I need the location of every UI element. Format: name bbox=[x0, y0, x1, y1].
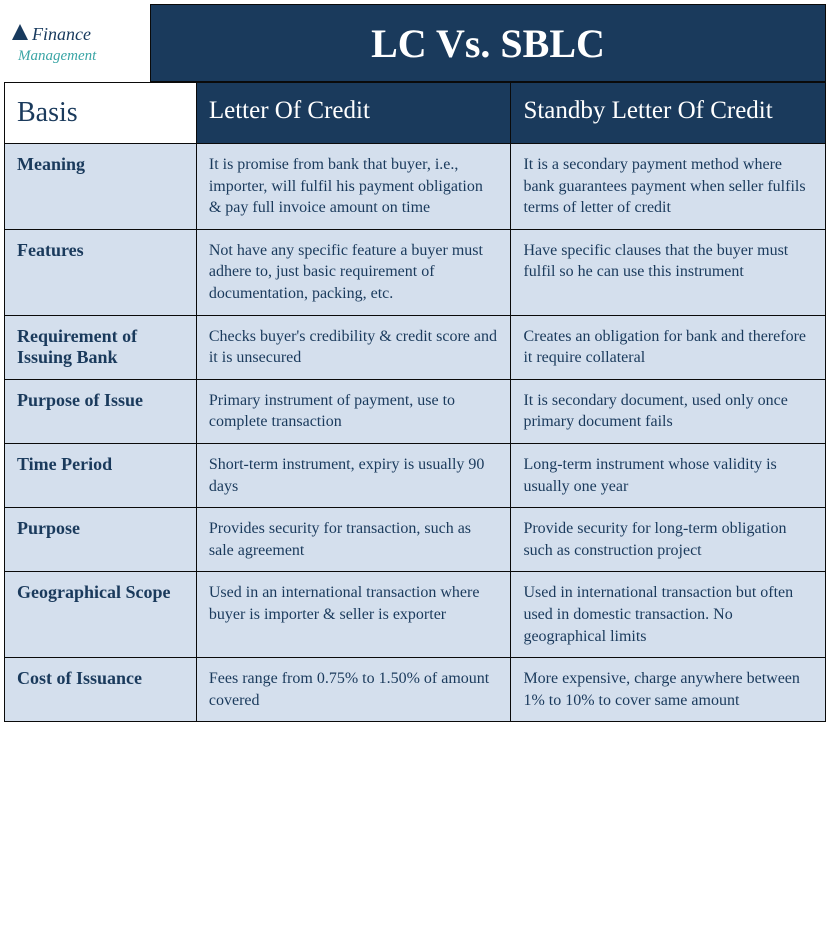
comparison-table: Basis Letter Of Credit Standby Letter Of… bbox=[4, 82, 826, 722]
row-sblc: Used in international transaction but of… bbox=[511, 572, 826, 658]
row-sblc: Have specific clauses that the buyer mus… bbox=[511, 229, 826, 315]
logo: Finance Management bbox=[4, 4, 150, 82]
logo-icon bbox=[10, 22, 30, 48]
row-basis: Purpose of Issue bbox=[5, 379, 197, 443]
row-sblc: More expensive, charge anywhere between … bbox=[511, 658, 826, 722]
column-header-sblc: Standby Letter Of Credit bbox=[511, 83, 826, 144]
row-lc: Primary instrument of payment, use to co… bbox=[196, 379, 511, 443]
table-row: Purpose Provides security for transactio… bbox=[5, 508, 826, 572]
page-title: LC Vs. SBLC bbox=[150, 4, 826, 82]
comparison-table-container: Finance Management LC Vs. SBLC Basis Let… bbox=[4, 4, 826, 722]
table-row: Purpose of Issue Primary instrument of p… bbox=[5, 379, 826, 443]
column-header-lc: Letter Of Credit bbox=[196, 83, 511, 144]
row-basis: Requirement of Issuing Bank bbox=[5, 315, 197, 379]
table-row: Meaning It is promise from bank that buy… bbox=[5, 144, 826, 230]
row-lc: Fees range from 0.75% to 1.50% of amount… bbox=[196, 658, 511, 722]
row-sblc: Long-term instrument whose validity is u… bbox=[511, 443, 826, 507]
row-lc: Checks buyer's credibility & credit scor… bbox=[196, 315, 511, 379]
table-row: Features Not have any specific feature a… bbox=[5, 229, 826, 315]
row-sblc: Provide security for long-term obligatio… bbox=[511, 508, 826, 572]
row-lc: Used in an international transaction whe… bbox=[196, 572, 511, 658]
table-header-row: Basis Letter Of Credit Standby Letter Of… bbox=[5, 83, 826, 144]
row-lc: It is promise from bank that buyer, i.e.… bbox=[196, 144, 511, 230]
table-row: Time Period Short-term instrument, expir… bbox=[5, 443, 826, 507]
row-basis: Purpose bbox=[5, 508, 197, 572]
table-row: Requirement of Issuing Bank Checks buyer… bbox=[5, 315, 826, 379]
logo-line1: Finance bbox=[10, 22, 144, 48]
row-basis: Meaning bbox=[5, 144, 197, 230]
column-header-basis: Basis bbox=[5, 83, 197, 144]
row-basis: Geographical Scope bbox=[5, 572, 197, 658]
table-body: Meaning It is promise from bank that buy… bbox=[5, 144, 826, 722]
row-basis: Time Period bbox=[5, 443, 197, 507]
row-sblc: It is a secondary payment method where b… bbox=[511, 144, 826, 230]
row-basis: Cost of Issuance bbox=[5, 658, 197, 722]
row-lc: Not have any specific feature a buyer mu… bbox=[196, 229, 511, 315]
logo-text-finance: Finance bbox=[32, 24, 91, 45]
row-basis: Features bbox=[5, 229, 197, 315]
header-row: Finance Management LC Vs. SBLC bbox=[4, 4, 826, 82]
logo-text-management: Management bbox=[18, 48, 144, 65]
row-lc: Provides security for transaction, such … bbox=[196, 508, 511, 572]
row-sblc: Creates an obligation for bank and there… bbox=[511, 315, 826, 379]
row-sblc: It is secondary document, used only once… bbox=[511, 379, 826, 443]
table-row: Geographical Scope Used in an internatio… bbox=[5, 572, 826, 658]
row-lc: Short-term instrument, expiry is usually… bbox=[196, 443, 511, 507]
table-row: Cost of Issuance Fees range from 0.75% t… bbox=[5, 658, 826, 722]
